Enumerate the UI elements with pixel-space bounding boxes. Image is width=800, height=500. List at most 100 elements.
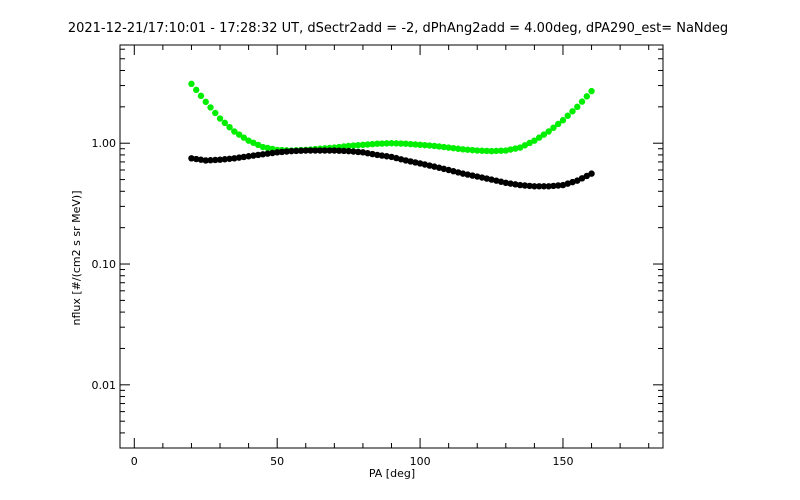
data-point [431, 142, 438, 150]
data-point [469, 172, 476, 179]
data-point [507, 180, 514, 187]
data-point [588, 87, 595, 95]
data-point [521, 142, 529, 149]
data-point [421, 141, 429, 149]
data-point [216, 156, 224, 163]
data-point [231, 155, 238, 162]
data-point [583, 93, 590, 100]
data-point [478, 147, 486, 154]
data-point [359, 149, 367, 156]
data-point [288, 147, 295, 155]
data-point [293, 147, 300, 155]
x-tick-label: 100 [410, 455, 431, 468]
data-point [245, 153, 252, 160]
x-tick-label: 50 [270, 455, 284, 468]
data-point [350, 148, 357, 155]
data-point [483, 175, 490, 182]
data-point [188, 80, 195, 88]
data-point [269, 149, 276, 157]
x-axis-label: PA [deg] [369, 467, 415, 480]
data-point [535, 134, 543, 141]
data-point [335, 147, 343, 154]
data-point [555, 120, 562, 128]
y-tick-label: 0.01 [92, 379, 117, 392]
data-point [212, 156, 219, 164]
data-point [307, 147, 314, 154]
data-point [545, 128, 552, 135]
y-tick-label: 0.10 [92, 258, 117, 271]
data-point [478, 174, 486, 181]
data-point [464, 146, 471, 153]
data-point [364, 141, 371, 148]
data-point [459, 146, 467, 153]
data-point [588, 170, 595, 177]
data-point [354, 148, 362, 156]
data-point [202, 157, 209, 164]
data-point [474, 173, 481, 180]
data-point [240, 134, 248, 141]
data-point [273, 149, 281, 156]
data-point [531, 137, 538, 144]
data-point [374, 140, 381, 147]
data-point [216, 115, 224, 122]
data-point [497, 178, 505, 185]
data-point [393, 140, 400, 147]
data-point [207, 157, 214, 164]
data-point [340, 147, 348, 155]
data-point [407, 140, 414, 148]
data-point [278, 148, 286, 156]
data-point [512, 181, 519, 188]
data-point [397, 140, 405, 147]
y-axis-label: nflux [#/(cm2 s sr MeV)] [70, 191, 83, 326]
data-point [421, 161, 429, 168]
data-point [507, 146, 514, 153]
data-point [483, 147, 490, 155]
data-series-layer [188, 80, 595, 190]
data-point [412, 141, 419, 148]
series-0 [188, 80, 595, 155]
data-point [502, 147, 510, 154]
data-point [454, 145, 462, 152]
data-point [450, 144, 457, 152]
data-point [378, 152, 386, 159]
data-point [221, 156, 228, 163]
data-point [583, 172, 590, 180]
data-point [254, 151, 262, 159]
x-axis-ticks: 0 50 100 150 [131, 45, 650, 468]
data-point [193, 86, 200, 94]
data-point [350, 142, 357, 149]
data-point [369, 150, 376, 158]
data-point [250, 139, 257, 146]
data-point [250, 152, 257, 159]
data-point [426, 142, 433, 149]
data-point [312, 147, 319, 154]
data-point [374, 151, 381, 159]
data-point [193, 155, 200, 163]
data-point [459, 170, 467, 177]
data-point [502, 179, 510, 187]
data-point [526, 139, 533, 147]
data-point [574, 103, 581, 111]
data-point [521, 182, 529, 189]
data-point [231, 128, 238, 135]
data-point [197, 92, 205, 100]
data-point [559, 117, 567, 124]
data-point [578, 175, 586, 182]
plot-area-frame [119, 44, 664, 449]
data-point [531, 183, 538, 190]
data-point [207, 104, 214, 111]
data-point [345, 142, 352, 150]
data-point [235, 131, 243, 138]
data-point [569, 108, 576, 115]
data-point [474, 147, 481, 154]
data-point [354, 141, 362, 149]
data-point [235, 154, 243, 161]
data-point [359, 141, 367, 149]
data-point [416, 141, 424, 149]
data-point [264, 144, 271, 152]
data-point [254, 141, 262, 149]
data-point [535, 183, 543, 190]
data-point [259, 151, 267, 158]
data-point [540, 131, 548, 138]
data-point [297, 147, 305, 154]
